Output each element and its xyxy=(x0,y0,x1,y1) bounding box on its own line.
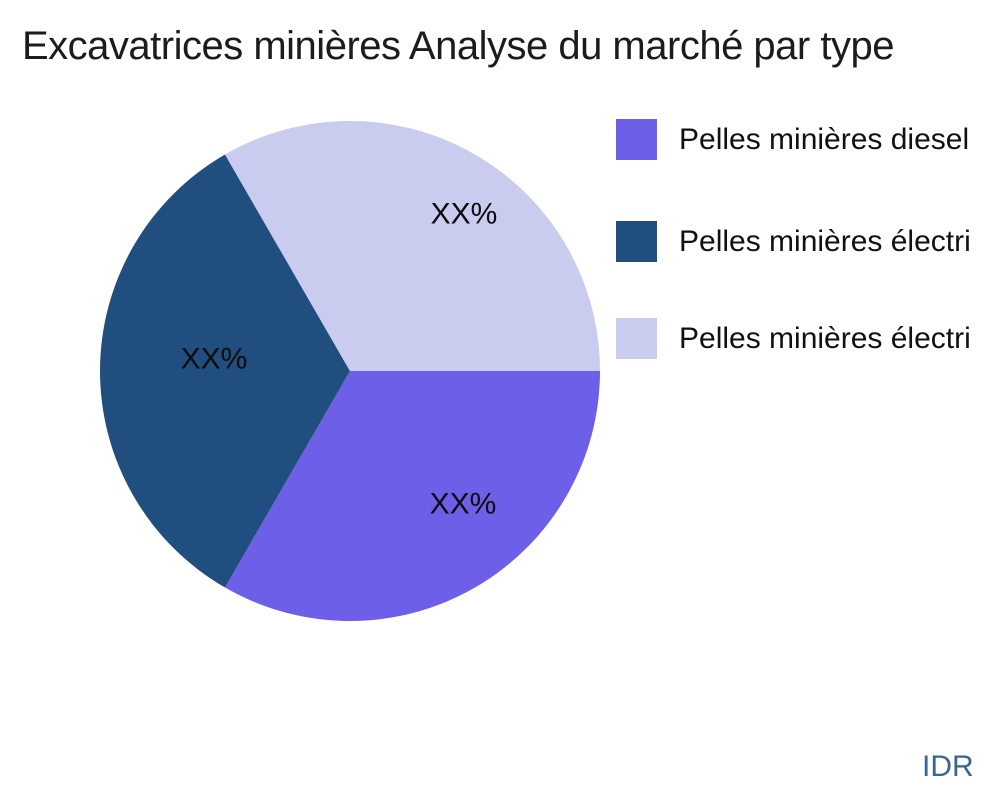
watermark-idr: IDR xyxy=(922,750,974,783)
pie-slice-label-diesel: XX% xyxy=(430,488,497,521)
pie-slice-diesel[interactable] xyxy=(225,371,600,621)
pie-slice-label-electric-1: XX% xyxy=(181,343,248,376)
legend-item-electric-2[interactable]: Pelles minières électri xyxy=(616,318,971,359)
legend-label-electric-2: Pelles minières électri xyxy=(679,322,971,355)
legend-item-electric-1[interactable]: Pelles minières électri xyxy=(616,221,971,262)
pie-slice-electric-1[interactable] xyxy=(100,154,350,588)
pie-slice-electric-2[interactable] xyxy=(225,121,600,371)
legend-item-diesel[interactable]: Pelles minières diesel xyxy=(616,119,969,160)
pie-slice-label-electric-2: XX% xyxy=(431,198,498,231)
chart-title: Excavatrices minières Analyse du marché … xyxy=(22,24,894,68)
legend-swatch-electric-1-icon xyxy=(616,221,657,262)
legend-swatch-diesel-icon xyxy=(616,119,657,160)
legend-label-electric-1: Pelles minières électri xyxy=(679,225,971,258)
pie-chart: XX% XX% XX% xyxy=(100,121,600,621)
legend-swatch-electric-2-icon xyxy=(616,318,657,359)
legend-label-diesel: Pelles minières diesel xyxy=(679,123,970,156)
